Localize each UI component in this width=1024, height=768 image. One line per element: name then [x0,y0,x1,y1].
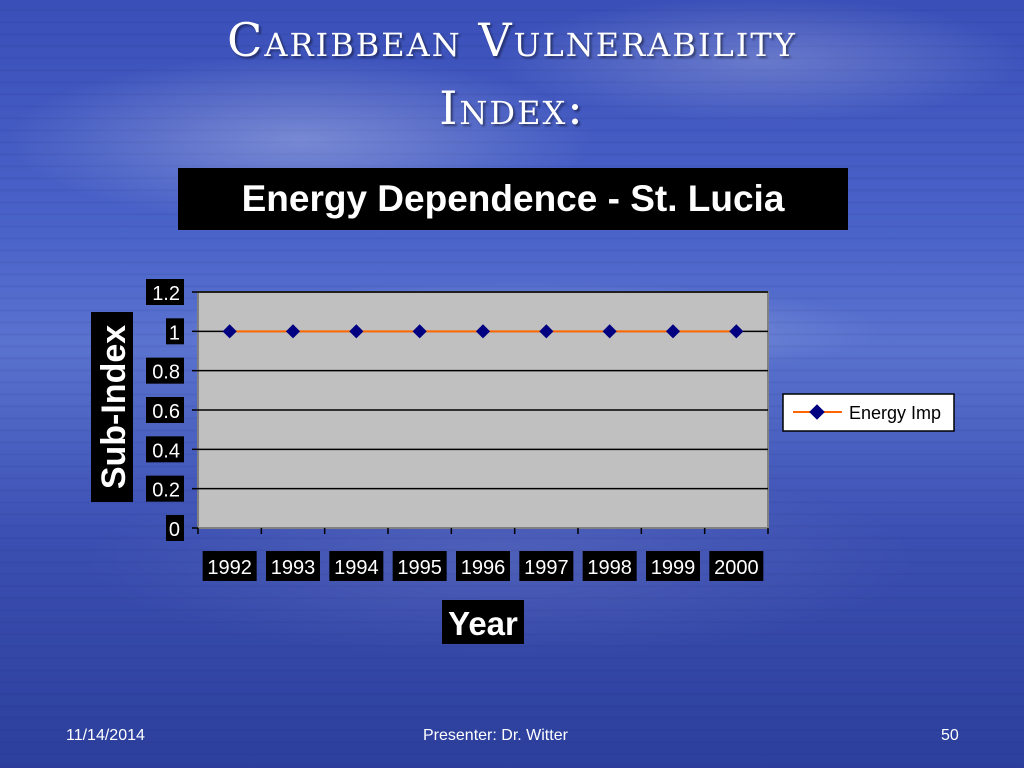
data-point-marker [349,324,364,339]
data-point-marker [602,324,617,339]
y-tick-label-box [146,279,184,305]
x-axis-title-box [442,600,524,644]
y-tick-label-box [146,357,184,384]
x-tick-label-box [392,551,447,581]
y-tick-label-box [166,318,184,345]
legend-label-energy-imp: Energy Imp [849,403,941,423]
x-tick-label-box [709,551,764,581]
y-axis-title-box [91,312,133,502]
data-point-marker [729,324,744,339]
y-tick-label-box [146,397,184,423]
x-tick-label: 1992 [207,557,252,579]
x-tick-label-box [456,551,510,581]
x-tick-label: 1995 [397,557,442,579]
data-point-marker [222,324,237,339]
x-axis-title: Year [448,605,518,642]
y-tick-label: 0.2 [152,480,180,502]
x-tick-label-box [329,551,384,581]
y-tick-label-box [146,436,184,463]
y-tick-label-box [166,515,184,541]
x-tick-label: 1993 [271,557,316,579]
slide-title-line2: Index: [439,81,585,135]
y-tick-label: 1.2 [152,283,180,305]
y-tick-label: 0 [169,519,180,541]
x-tick-label: 1996 [461,557,506,579]
data-point-marker [539,324,554,339]
x-tick-label: 2000 [714,557,759,579]
legend: Energy Imp [782,393,955,432]
y-tick-label: 1 [169,322,180,344]
slide-title-line1: Caribbean Vulnerability [227,13,797,67]
footer-presenter: Presenter: Dr. Witter [423,727,568,744]
y-axis-title: Sub-Index [95,325,133,489]
y-tick-label: 0.6 [152,401,180,423]
x-tick-label: 1999 [651,557,696,579]
x-tick-label-box [266,551,320,581]
x-tick-label-box [582,551,637,581]
y-tick-label: 0.4 [152,440,180,462]
x-tick-label: 1998 [587,557,632,579]
x-tick-label: 1997 [524,557,569,579]
data-point-marker [665,324,681,339]
data-point-marker [475,324,491,339]
y-tick-label: 0.8 [152,362,180,384]
data-point-marker [285,324,301,339]
x-tick-label-box [519,551,574,581]
footer-page-number: 50 [941,727,959,744]
data-point-marker [412,324,427,339]
chart-title: Energy Dependence - St. Lucia [178,168,848,230]
x-tick-label: 1994 [334,557,379,579]
x-tick-label-box [646,551,700,581]
x-tick-label-box [202,551,257,581]
footer-date: 11/14/2014 [66,727,145,744]
y-tick-label-box [146,475,184,502]
